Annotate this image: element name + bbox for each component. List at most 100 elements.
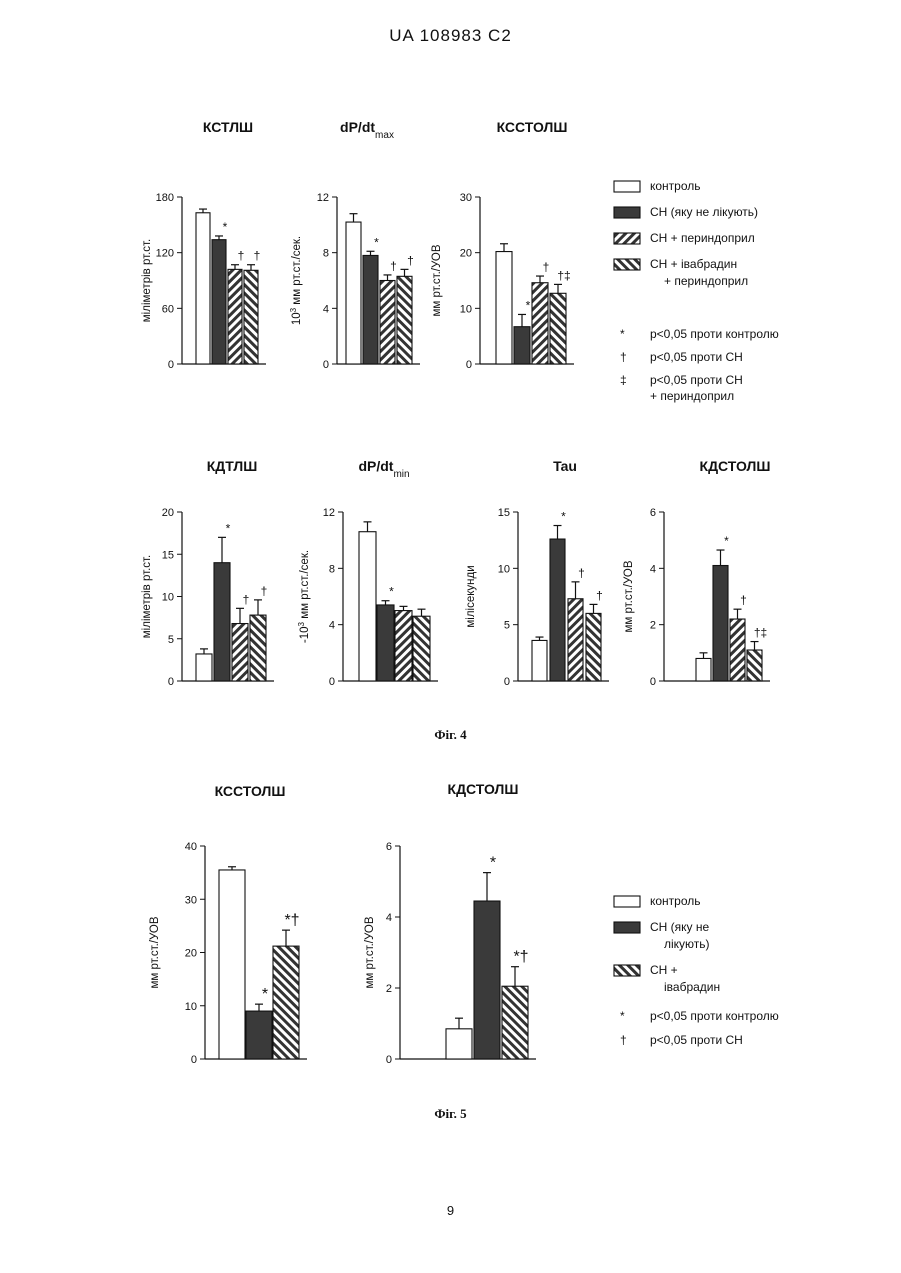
significance-mark: † [543, 260, 550, 274]
legend-swatch [614, 922, 640, 933]
y-tick-label: 4 [323, 303, 329, 315]
chart-title-subscript: min [393, 469, 409, 480]
bar-group-2 [395, 611, 412, 681]
chart-title: Tau [553, 458, 577, 474]
y-tick-label: 30 [185, 894, 197, 906]
y-tick-label: 0 [323, 359, 329, 371]
bar-group-1 [474, 901, 500, 1059]
chart-kdstolsh4: КДСТОЛШ0246мм рт.ст./УОВ*††‡ [623, 458, 770, 688]
y-tick-label: 180 [156, 192, 174, 204]
significance-mark: * [561, 510, 566, 524]
bar-group-1 [363, 255, 378, 364]
y-tick-label: 2 [650, 620, 656, 632]
figure-5-legend: контрольСН (яку нелікують)СН +івабрадин*… [614, 894, 779, 1047]
note-text: p<0,05 проти контролю [650, 1009, 779, 1023]
bar-group-3 [413, 616, 430, 681]
note-mark: † [620, 1033, 627, 1047]
legend-label: контроль [650, 179, 701, 193]
significance-mark: † [238, 249, 245, 263]
note-text-line2: + периндоприл [650, 389, 734, 403]
bar-control [446, 1029, 472, 1059]
legend-swatch [614, 896, 640, 907]
bar-group-2 [273, 946, 299, 1059]
chart-title: КДТЛШ [207, 458, 258, 474]
chart-dpdtmax: dP/dtmax04812103 мм рт.ст./сек.*†† [289, 119, 421, 371]
chart-kdtlsh: КДТЛШ05101520міліметрів рт.ст.*†† [141, 458, 274, 688]
bar-group-2 [568, 599, 583, 681]
chart-title: КССТОЛШ [497, 119, 568, 135]
bar-group-1 [514, 327, 530, 364]
bar-control [346, 222, 361, 364]
chart-tau: Tau051015мілісекунди*†† [465, 458, 609, 688]
bar-group-3 [397, 276, 412, 364]
y-axis-label: -103 мм рт.ст./сек. [297, 550, 312, 643]
bar-group-2 [532, 283, 548, 364]
legend-label: СН + периндоприл [650, 231, 755, 245]
figure-4-caption: Фіг. 4 [0, 727, 901, 743]
significance-mark: * [374, 235, 379, 249]
chart-title: dP/dtmax [340, 119, 394, 141]
chart-ksstolsh5: КССТОЛШ010203040мм рт.ст./УОВ**† [149, 783, 307, 1066]
y-tick-label: 60 [162, 303, 174, 315]
chart-title-subscript: max [375, 130, 394, 141]
chart-title: КСТЛШ [203, 119, 253, 135]
y-tick-label: 0 [466, 359, 472, 371]
bar-group-1 [713, 566, 728, 681]
significance-mark: † [390, 259, 397, 273]
y-tick-label: 4 [329, 620, 335, 632]
y-tick-label: 2 [386, 983, 392, 995]
y-tick-label: 0 [386, 1054, 392, 1066]
y-tick-label: 12 [323, 507, 335, 519]
bar-group-3 [550, 293, 566, 364]
y-axis-label-unit: мм рт.ст./сек. [291, 236, 303, 308]
note-text: p<0,05 проти СН [650, 373, 743, 387]
bar-group-1 [377, 605, 394, 681]
bar-control [196, 213, 210, 364]
legend-swatch [614, 233, 640, 244]
y-tick-label: 0 [329, 676, 335, 688]
significance-mark: * [223, 220, 228, 234]
y-tick-label: 15 [498, 507, 510, 519]
y-tick-label: 0 [168, 676, 174, 688]
legend-label: СН (яку не [650, 920, 710, 934]
y-tick-label: 20 [185, 948, 197, 960]
note-mark: ‡ [620, 373, 627, 387]
legend-swatch [614, 965, 640, 976]
note-text: p<0,05 проти СН [650, 1033, 743, 1047]
bar-group-3 [586, 613, 601, 681]
y-tick-label: 6 [386, 841, 392, 853]
y-axis-label: мм рт.ст./УОВ [364, 916, 376, 988]
y-tick-label: 0 [191, 1054, 197, 1066]
figures-canvas: КСТЛШ060120180міліметрів рт.ст.*††dP/dtm… [0, 0, 901, 1273]
y-tick-label: 10 [185, 1001, 197, 1013]
significance-mark: * [724, 534, 729, 548]
chart-title: КДСТОЛШ [700, 458, 771, 474]
chart-kstlsh: КСТЛШ060120180міліметрів рт.ст.*†† [141, 119, 266, 371]
y-tick-label: 0 [504, 676, 510, 688]
y-tick-label: 0 [650, 676, 656, 688]
significance-mark: * [526, 298, 531, 312]
significance-mark: † [740, 593, 747, 607]
bar-group-1 [214, 563, 230, 681]
bar-control [219, 870, 245, 1059]
bar-control [496, 252, 512, 364]
legends-layer: контрольСН (яку не лікують)СН + периндоп… [614, 179, 779, 1047]
legend-swatch [614, 259, 640, 270]
bar-group-2 [380, 281, 395, 365]
bar-control [359, 532, 376, 681]
legend-swatch [614, 207, 640, 218]
y-tick-label: 20 [162, 507, 174, 519]
y-tick-label: 6 [650, 507, 656, 519]
chart-title: dP/dtmin [358, 458, 409, 480]
y-tick-label: 0 [168, 359, 174, 371]
significance-mark: † [243, 592, 250, 606]
y-axis-label: мілісекунди [465, 565, 477, 627]
y-tick-label: 10 [460, 303, 472, 315]
bar-control [532, 640, 547, 681]
y-tick-label: 8 [323, 248, 329, 260]
significance-mark: * [262, 986, 268, 1003]
page-number: 9 [0, 1203, 901, 1218]
bar-group-2 [228, 269, 242, 364]
note-text: p<0,05 проти СН [650, 350, 743, 364]
y-tick-label: 12 [317, 192, 329, 204]
